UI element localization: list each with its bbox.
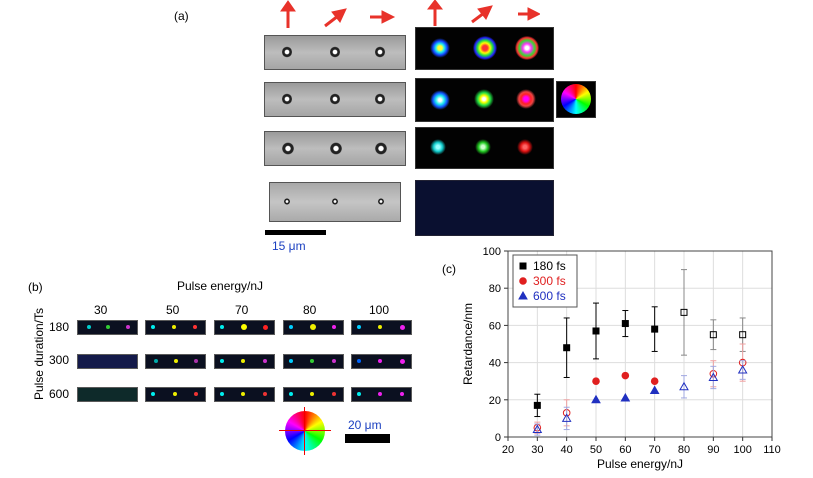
row-header-600: 600 [49, 387, 70, 401]
arrow-right-icon [518, 7, 540, 21]
data-point [649, 385, 660, 394]
data-point [650, 377, 659, 385]
polarization-arrows [280, 0, 540, 28]
column-header-80: 80 [303, 303, 317, 317]
row-header-300: 300 [49, 353, 70, 367]
x-tick-label: 80 [678, 444, 690, 456]
data-point [561, 413, 572, 422]
x-tick-label: 110 [763, 444, 781, 456]
x-tick-label: 30 [531, 444, 543, 456]
y-tick-label: 60 [489, 320, 501, 332]
data-point [519, 262, 527, 270]
x-tick-label: 100 [733, 444, 751, 456]
y-tick-label: 40 [489, 358, 501, 370]
x-tick-label: 20 [502, 444, 514, 456]
scale-bar-a-label: 15 μm [272, 239, 306, 253]
data-point [591, 394, 601, 404]
data-point [709, 331, 717, 339]
micrograph-color-row2 [415, 78, 554, 122]
arrow-up-right-icon [471, 5, 493, 24]
y-tick-label: 0 [495, 432, 501, 444]
strip-600-30 [77, 387, 138, 402]
strip-180-70 [214, 320, 275, 335]
x-tick-label: 90 [707, 444, 719, 456]
pulse-duration-title: Pulse duration/Ts [32, 307, 46, 401]
arrow-up-right-icon [324, 8, 347, 28]
column-header-30: 30 [94, 303, 108, 317]
strip-300-70 [214, 354, 275, 369]
strip-600-80 [283, 387, 344, 402]
data-point [533, 401, 541, 409]
data-point [651, 325, 659, 333]
pulse-energy-title: Pulse energy/nJ [177, 279, 264, 293]
strip-600-100 [351, 387, 412, 402]
arrow-up-icon [280, 0, 296, 28]
data-point [592, 377, 600, 385]
panel-b-label: (b) [28, 280, 43, 294]
column-header-70: 70 [235, 303, 249, 317]
data-point [519, 277, 527, 285]
strip-180-50 [145, 320, 206, 335]
strip-180-80 [283, 320, 344, 335]
x-tick-label: 50 [590, 444, 602, 456]
panel-a-label: (a) [174, 9, 189, 23]
strip-180-30 [77, 320, 138, 335]
data-point [563, 344, 571, 352]
x-axis-label: Pulse energy/nJ [597, 457, 683, 471]
strip-600-50 [145, 387, 206, 402]
data-point [708, 372, 719, 381]
x-tick-label: 60 [619, 444, 631, 456]
micrograph-gray-row4 [269, 182, 401, 222]
scale-bar-b-label: 20 μm [348, 418, 382, 432]
legend-label: 300 fs [533, 274, 566, 288]
y-tick-label: 100 [483, 246, 501, 258]
arrow-right-icon [370, 10, 396, 24]
strip-300-30 [77, 354, 138, 369]
legend-label: 600 fs [533, 289, 566, 303]
arrow-up-icon [426, 0, 444, 26]
scale-bar-a [265, 230, 326, 235]
data-point [737, 365, 748, 374]
color-wheel-b-icon [279, 407, 331, 455]
row-header-180: 180 [49, 320, 70, 334]
micrograph-color-row4 [415, 180, 554, 236]
x-tick-label: 70 [649, 444, 661, 456]
data-point [621, 371, 630, 380]
strip-300-80 [283, 354, 344, 369]
micrograph-color-row1 [415, 27, 554, 70]
scale-bar-b [345, 434, 390, 443]
micrograph-gray-row3 [264, 131, 406, 166]
panel-c-label: (c) [442, 262, 456, 276]
column-header-50: 50 [166, 303, 180, 317]
y-tick-label: 20 [489, 395, 501, 407]
x-tick-label: 40 [561, 444, 573, 456]
data-point [621, 320, 629, 328]
micrograph-color-row3 [415, 127, 554, 169]
data-point [532, 424, 543, 434]
data-point [592, 327, 600, 335]
data-point [680, 308, 688, 316]
strip-300-50 [145, 354, 206, 369]
y-axis-label: Retardance/nm [461, 303, 475, 385]
data-point [620, 392, 631, 402]
column-header-100: 100 [369, 303, 390, 317]
strip-300-100 [351, 354, 412, 369]
data-point [518, 290, 528, 300]
micrograph-gray-row1 [264, 35, 406, 70]
color-wheel-icon [556, 81, 596, 118]
data-point [679, 381, 689, 391]
plot-frame [507, 250, 773, 438]
micrograph-gray-row2 [264, 82, 406, 117]
strip-600-70 [214, 387, 275, 402]
legend-label: 180 fs [533, 259, 566, 273]
strip-180-100 [351, 320, 412, 335]
data-point [739, 331, 747, 339]
y-tick-label: 80 [489, 283, 501, 295]
